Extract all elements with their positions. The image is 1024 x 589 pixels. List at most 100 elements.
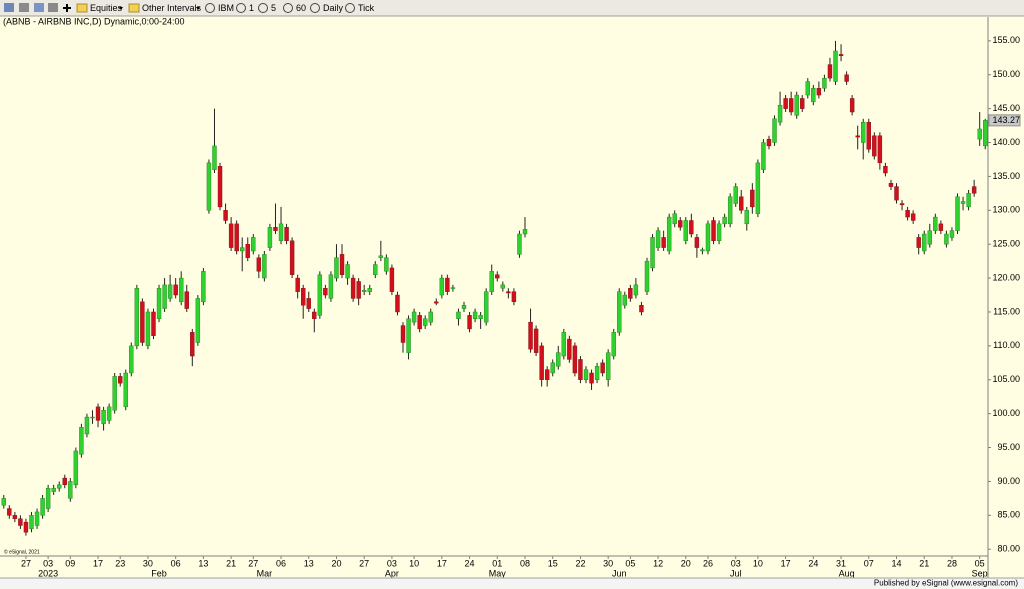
candle-body: [617, 291, 622, 333]
candle-body: [716, 223, 722, 242]
candle-body: [666, 216, 672, 252]
candle-body: [295, 277, 300, 292]
candle-body: [223, 210, 228, 221]
tool-icon[interactable]: [48, 3, 58, 12]
candle-body: [273, 227, 278, 231]
candle-body: [971, 186, 977, 194]
candle-body: [700, 249, 705, 252]
tool-icon[interactable]: [19, 3, 29, 12]
candle-body: [877, 135, 883, 164]
candle-body: [605, 352, 611, 380]
candle-body: [600, 362, 605, 374]
folder-icon[interactable]: [76, 3, 88, 13]
interval-icon[interactable]: [283, 3, 293, 13]
dropdown-arrow[interactable]: [119, 7, 123, 10]
candle-body: [744, 210, 749, 225]
interval-icon[interactable]: [310, 3, 320, 13]
candle-body: [955, 196, 960, 231]
toolbar-item[interactable]: Tick: [358, 3, 375, 13]
candle-body: [12, 515, 18, 519]
candle-body: [18, 518, 23, 526]
candle-body: [356, 281, 361, 299]
x-tick-label: 13: [304, 558, 314, 568]
dropdown-arrow[interactable]: [196, 7, 200, 10]
candle-body: [289, 240, 295, 275]
candle-body: [483, 291, 489, 323]
candle-body: [445, 277, 450, 292]
candle-body: [578, 359, 583, 380]
x-tick-label: 30: [143, 558, 153, 568]
candle-body: [633, 284, 639, 296]
toolbar-item[interactable]: 60: [296, 3, 306, 13]
candle-body: [84, 416, 90, 435]
x-tick-label: 30: [603, 558, 613, 568]
candle-body: [184, 291, 189, 309]
toolbar-item[interactable]: Other Intervals: [142, 3, 202, 13]
candle-body: [389, 267, 395, 292]
candle-body: [23, 521, 29, 533]
y-tick-label: 140.00: [992, 137, 1020, 147]
candle-body: [533, 328, 539, 353]
toolbar-item[interactable]: Daily: [323, 3, 344, 13]
candle-body: [766, 138, 772, 147]
toolbar-item[interactable]: IBM: [218, 3, 234, 13]
candle-body: [899, 203, 905, 206]
candle-body: [556, 352, 561, 367]
x-tick-label: 31: [836, 558, 846, 568]
candle-body: [101, 410, 106, 425]
candle-body: [167, 284, 173, 299]
footer-bar: [0, 578, 1024, 589]
candle-body: [733, 186, 738, 204]
candle-body: [689, 220, 694, 235]
candle-body: [228, 223, 234, 248]
candle-body: [7, 508, 12, 516]
y-tick-label: 155.00: [992, 35, 1020, 45]
candle-body: [866, 121, 871, 150]
interval-icon[interactable]: [236, 3, 246, 13]
month-label: Jun: [612, 568, 627, 578]
candle-body: [522, 229, 528, 235]
candle-body: [29, 515, 34, 530]
candle-body: [572, 345, 578, 374]
candle-body: [190, 332, 195, 357]
x-tick-label: 24: [465, 558, 475, 568]
candle-body: [34, 511, 40, 526]
tool-icon[interactable]: [4, 3, 14, 12]
candle-body: [140, 301, 145, 343]
candle-body: [90, 416, 95, 419]
toolbar-item[interactable]: Equities: [90, 3, 123, 13]
x-tick-label: 10: [409, 558, 419, 568]
candle-body: [478, 315, 483, 319]
x-tick-label: 21: [919, 558, 929, 568]
candle-body: [45, 488, 51, 509]
candle-body: [722, 216, 727, 225]
x-tick-label: 22: [575, 558, 585, 568]
toolbar-item[interactable]: 5: [271, 3, 276, 13]
interval-icon[interactable]: [258, 3, 268, 13]
candle-body: [977, 128, 982, 140]
candle-body: [395, 294, 400, 313]
candle-body: [317, 274, 323, 316]
x-tick-label: 03: [387, 558, 397, 568]
interval-icon[interactable]: [345, 3, 355, 13]
candle-body: [206, 162, 212, 211]
candle-body: [439, 277, 445, 296]
candle-body: [511, 291, 517, 303]
candle-body: [849, 98, 855, 113]
toolbar-item[interactable]: 1: [249, 3, 254, 13]
symbol-icon[interactable]: [205, 3, 215, 13]
folder-icon[interactable]: [128, 3, 140, 13]
tool-icon[interactable]: [34, 3, 44, 12]
chart-title: (ABNB - AIRBNB INC,D) Dynamic,0:00-24:00: [3, 16, 185, 26]
candle-body: [240, 247, 245, 252]
candle-body: [594, 366, 600, 380]
candle-body: [567, 338, 572, 360]
candle-body: [256, 257, 262, 272]
candle-body: [644, 260, 650, 292]
last-price-box: [988, 114, 1021, 127]
candle-body: [162, 284, 167, 309]
tool-icon[interactable]: [63, 4, 71, 12]
candle-body: [1, 498, 6, 506]
candle-body: [678, 220, 683, 228]
x-tick-label: 17: [93, 558, 103, 568]
